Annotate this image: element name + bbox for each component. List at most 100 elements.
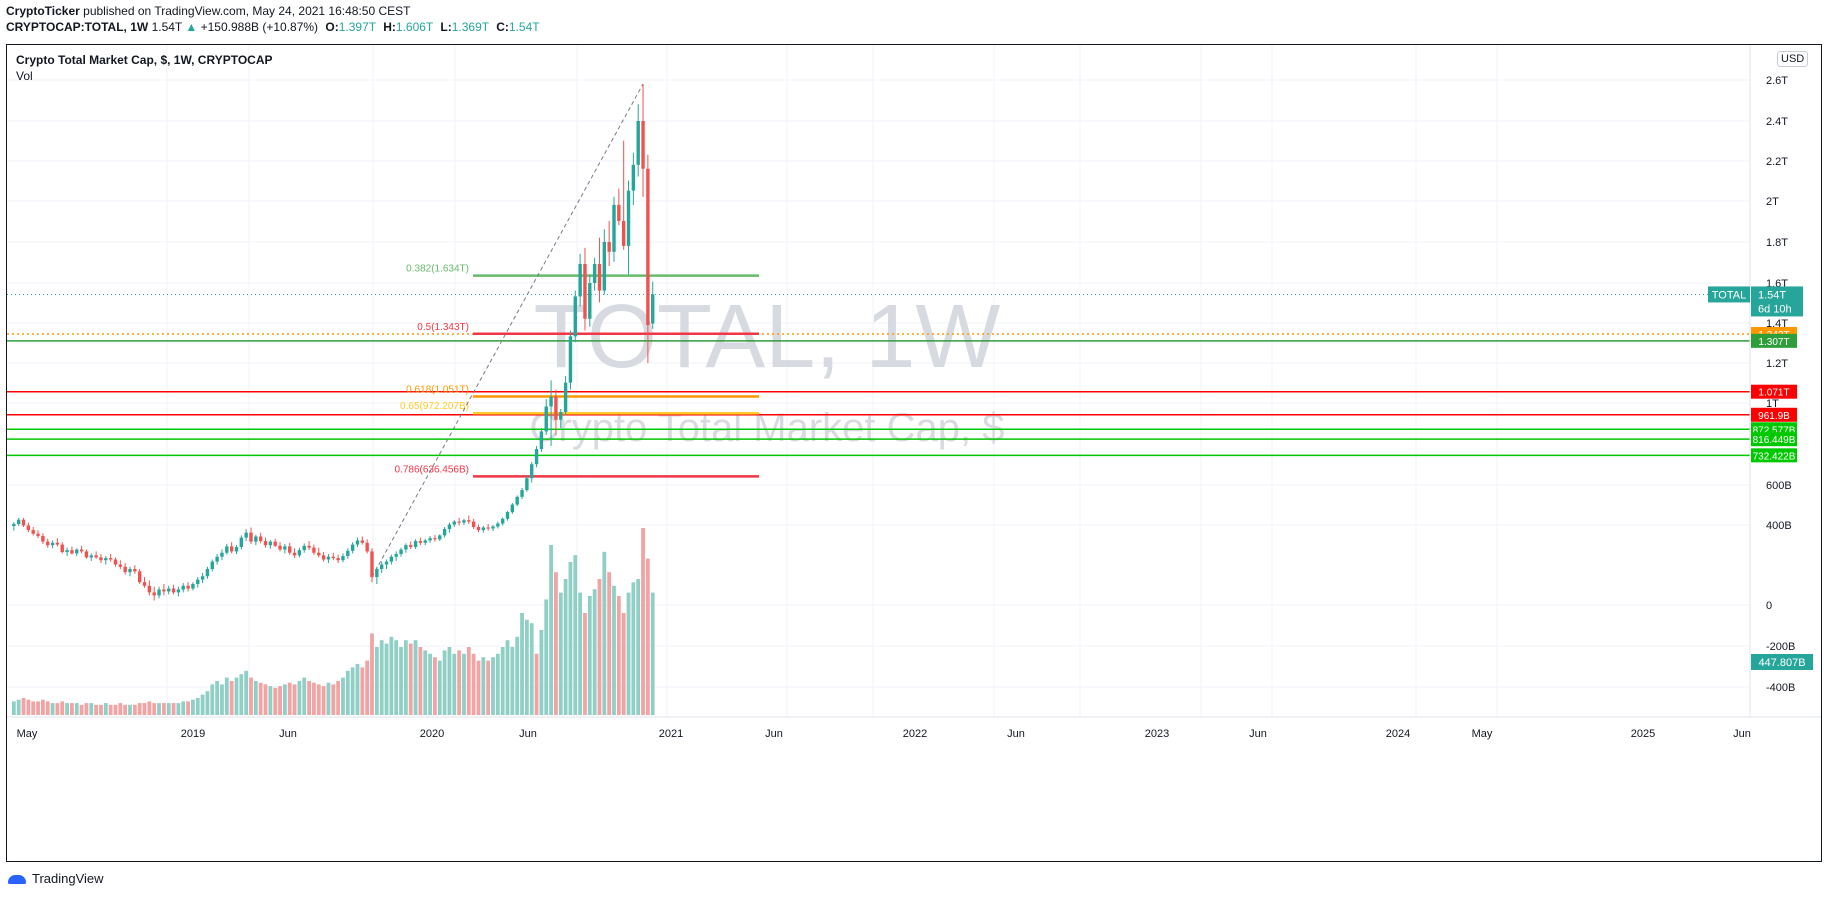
candle-body [75, 549, 79, 554]
candle [481, 525, 486, 533]
volume-bar [423, 650, 428, 715]
candle [292, 548, 297, 559]
candle [312, 544, 316, 555]
candle-body [447, 524, 452, 530]
publisher-name[interactable]: CryptoTicker [6, 4, 80, 18]
volume-bar [171, 703, 176, 715]
price-axis-tick: 2.8T [1766, 45, 1788, 47]
candle-body [573, 296, 577, 337]
price-axis-tick: 1.2T [1766, 358, 1788, 370]
volume-bar [418, 647, 423, 715]
volume-bar [215, 681, 220, 715]
candle-body [36, 533, 40, 536]
candle-body [317, 552, 321, 556]
volume-bar [568, 562, 573, 715]
volume-bar [65, 703, 69, 715]
volume-bar [89, 703, 94, 715]
volume-bar [113, 704, 118, 715]
volume-bar [389, 636, 394, 715]
candle-body [234, 547, 239, 552]
candle [118, 560, 123, 570]
candle [394, 551, 398, 561]
candle-body [118, 564, 123, 567]
candle [467, 515, 471, 525]
candle-body [331, 556, 335, 559]
candle [46, 538, 50, 548]
candle-body [423, 540, 427, 543]
candle [108, 554, 113, 562]
candle-body [326, 556, 331, 560]
time-axis-tick: 2023 [1145, 728, 1169, 740]
candle [196, 577, 200, 588]
candle-body [626, 190, 631, 246]
candle-body [292, 552, 297, 556]
price-badge-countdown: 6d 10h [1758, 303, 1792, 315]
candle [559, 409, 563, 429]
candle [142, 577, 147, 588]
candle-body [181, 585, 185, 590]
candle [651, 281, 655, 329]
currency-button[interactable]: USD [1777, 51, 1809, 67]
candle [263, 537, 268, 548]
candle [191, 582, 195, 591]
volume-bar [157, 703, 161, 715]
candle [423, 538, 427, 546]
candle-body [583, 263, 587, 319]
candle [65, 547, 69, 557]
candle-body [162, 589, 166, 592]
price-axis-tick: 2.4T [1766, 116, 1788, 128]
candle-body [481, 527, 486, 531]
price-badge-value: 1.54T [1758, 289, 1786, 301]
volume-bar [587, 596, 592, 715]
volume-bar [316, 684, 321, 715]
volume-bar [345, 670, 350, 715]
candle-body [597, 263, 602, 291]
candle-body [578, 263, 582, 297]
candle-body [220, 552, 224, 557]
candle-body [137, 571, 142, 583]
candle [438, 534, 442, 542]
time-axis-tick: Jun [1733, 728, 1751, 740]
volume-bar [573, 555, 578, 715]
candle-body [171, 588, 176, 593]
volume-bar [302, 677, 307, 715]
price-axis-tick: -200B [1766, 641, 1795, 653]
ohlc-header: CRYPTOCAP:TOTAL, 1W 1.54T ▲ +150.988B (+… [6, 20, 540, 34]
candle [525, 475, 529, 492]
candle [355, 537, 360, 548]
candle [79, 545, 84, 554]
candle [471, 518, 476, 530]
candle [520, 488, 524, 500]
volume-bar [495, 653, 500, 715]
candle-body [31, 530, 35, 534]
candle-body [89, 555, 93, 558]
price-axis-tick: 2.6T [1766, 75, 1788, 87]
volume-bar [408, 643, 413, 715]
volume-bar [229, 681, 234, 715]
volume-bar [374, 647, 379, 715]
high-value: 1.606T [395, 20, 434, 34]
candle-body [84, 551, 89, 558]
volume-bar [505, 640, 510, 715]
volume-bar [331, 684, 336, 715]
candle [428, 535, 432, 543]
volume-bar [355, 664, 360, 715]
volume-bar [94, 704, 99, 715]
candle [225, 543, 229, 555]
candle-body [200, 576, 205, 580]
candle [317, 547, 321, 558]
volume-bar [108, 704, 113, 715]
candle [360, 536, 365, 545]
candle-body [409, 545, 413, 548]
candle [254, 534, 258, 546]
volume-bar [476, 660, 481, 715]
candle-body [621, 220, 626, 246]
candle [258, 532, 263, 544]
candle-body [370, 551, 374, 578]
time-axis-tick: May [17, 728, 38, 740]
candle-body [258, 536, 263, 542]
footer-brand[interactable]: TradingView [32, 871, 104, 886]
candle-body [568, 336, 573, 383]
